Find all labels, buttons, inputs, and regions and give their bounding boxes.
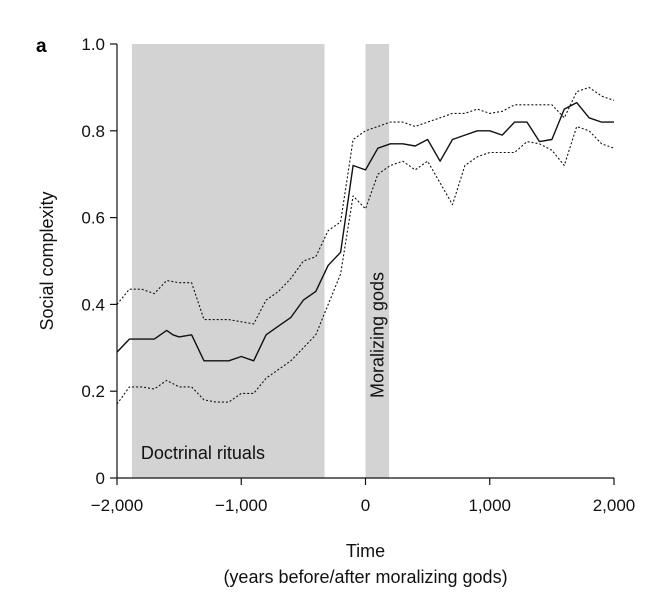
- shaded-regions: Doctrinal rituals Moralizing gods: [131, 44, 390, 478]
- mean-line-0: [116, 101, 614, 362]
- shaded-region-0: [131, 44, 325, 478]
- y-tick-label: 0.8: [81, 122, 105, 141]
- y-tick-label: 0.6: [81, 209, 105, 228]
- chart-series: [116, 86, 615, 405]
- region-label-0: Doctrinal rituals: [141, 443, 265, 463]
- y-tick-label: 0: [96, 469, 105, 488]
- y-tick-label: 1.0: [81, 35, 105, 54]
- region-label-1: Moralizing gods: [367, 272, 387, 398]
- x-tick-label: −2,000: [91, 496, 143, 515]
- y-tick-label: 0.2: [81, 382, 105, 401]
- chart-axes: 0 0.2 0.4 0.6 0.8 1.0 −2,000 −1,000 0 1,000 2,000: [81, 35, 635, 515]
- y-tick-label: 0.4: [81, 295, 105, 314]
- x-axis-sublabel: (years before/after moralizing gods): [223, 567, 507, 587]
- x-tick-label: −1,000: [215, 496, 267, 515]
- x-tick-label: 1,000: [468, 496, 511, 515]
- x-tick-label: 0: [361, 496, 370, 515]
- x-tick-label: 2,000: [593, 496, 636, 515]
- chart-labels: Social complexity Time (years before/after…: [36, 36, 508, 587]
- x-axis-label: Time: [346, 541, 385, 561]
- panel-label: a: [36, 36, 47, 57]
- shaded-region-1: [365, 44, 390, 478]
- y-axis-label: Social complexity: [37, 191, 57, 330]
